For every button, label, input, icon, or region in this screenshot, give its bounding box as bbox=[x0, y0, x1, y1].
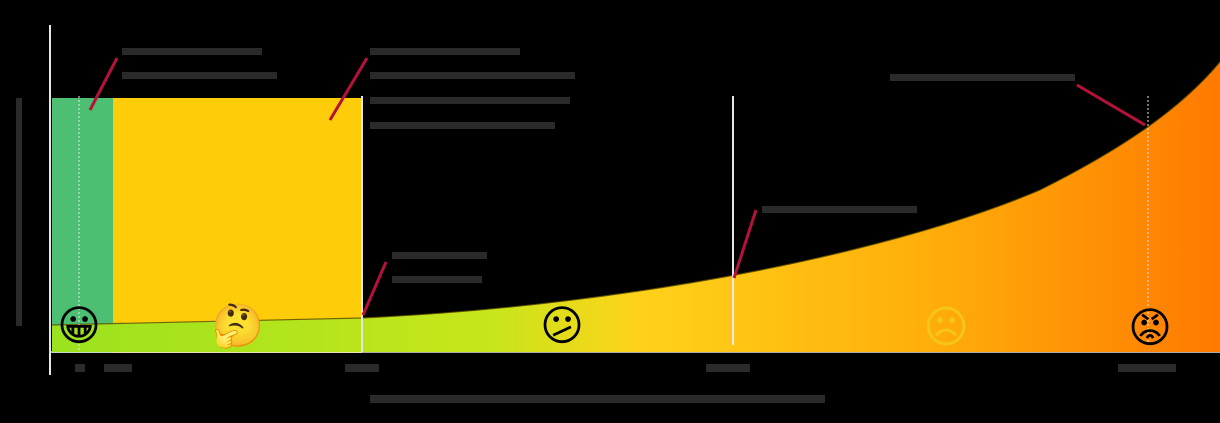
thinking-face-icon: 🤔 bbox=[212, 301, 264, 350]
callout-line-green bbox=[88, 57, 119, 111]
callout-line-yellow bbox=[328, 57, 369, 121]
mid-curve-annotation bbox=[762, 206, 917, 213]
confused-face-icon: 😕 bbox=[540, 301, 584, 350]
curve-start-annotation bbox=[392, 252, 487, 283]
x-tick-3 bbox=[706, 364, 750, 372]
yellow-zone-annotation bbox=[370, 48, 575, 129]
frowning-face-icon: ☹ bbox=[923, 302, 969, 353]
cost-curve-line bbox=[51, 61, 1220, 326]
x-tick-0 bbox=[75, 364, 85, 372]
x-tick-4 bbox=[1118, 364, 1176, 372]
y-axis-label-placeholder bbox=[16, 98, 22, 326]
x-tick-2 bbox=[345, 364, 379, 372]
yellow-zone bbox=[113, 98, 362, 353]
green-zone-annotation bbox=[122, 48, 277, 79]
cost-curve-area bbox=[52, 62, 1220, 352]
angry-face-icon: 😡 bbox=[1128, 303, 1172, 352]
green-zone bbox=[52, 98, 113, 353]
callout-line-mid bbox=[732, 209, 758, 279]
peak-annotation bbox=[890, 74, 1075, 81]
x-ticks bbox=[75, 364, 1176, 372]
callout-line-peak bbox=[1076, 83, 1146, 127]
x-tick-1 bbox=[104, 364, 132, 372]
grinning-face-icon: 😀 bbox=[57, 301, 101, 350]
x-axis-label-placeholder bbox=[370, 395, 825, 403]
callout-line-curve-start bbox=[361, 261, 388, 316]
